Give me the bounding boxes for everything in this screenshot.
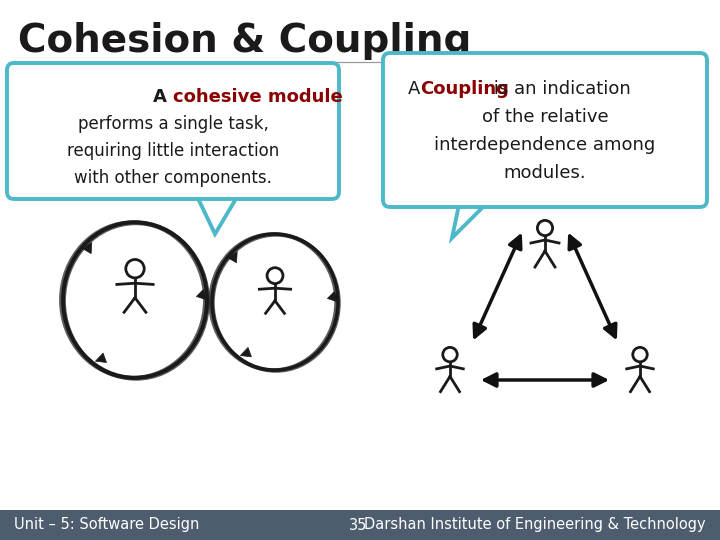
Polygon shape [240,347,251,357]
Text: cohesive module: cohesive module [173,88,343,106]
Text: is an indication: is an indication [488,80,631,98]
Text: requiring little interaction: requiring little interaction [67,142,279,160]
FancyBboxPatch shape [7,63,339,199]
Polygon shape [0,510,720,540]
FancyBboxPatch shape [383,53,707,207]
Text: with other components.: with other components. [74,169,272,187]
Polygon shape [452,200,490,238]
Text: A: A [408,80,426,98]
Polygon shape [195,192,240,234]
Text: 35: 35 [348,517,367,532]
Text: interdependence among: interdependence among [434,136,656,154]
Polygon shape [461,198,489,202]
Polygon shape [196,190,239,194]
Polygon shape [197,289,207,300]
Polygon shape [328,292,338,302]
Polygon shape [228,252,237,263]
Text: A: A [153,88,173,106]
Text: Coupling: Coupling [420,80,509,98]
Text: Unit – 5: Software Design: Unit – 5: Software Design [14,517,199,532]
Text: Darshan Institute of Engineering & Technology: Darshan Institute of Engineering & Techn… [364,517,706,532]
Polygon shape [83,242,92,254]
Text: Cohesion & Coupling: Cohesion & Coupling [18,22,472,60]
Text: performs a single task,: performs a single task, [78,115,269,133]
Text: modules.: modules. [504,164,586,182]
Text: of the relative: of the relative [482,108,608,126]
Polygon shape [95,353,107,362]
